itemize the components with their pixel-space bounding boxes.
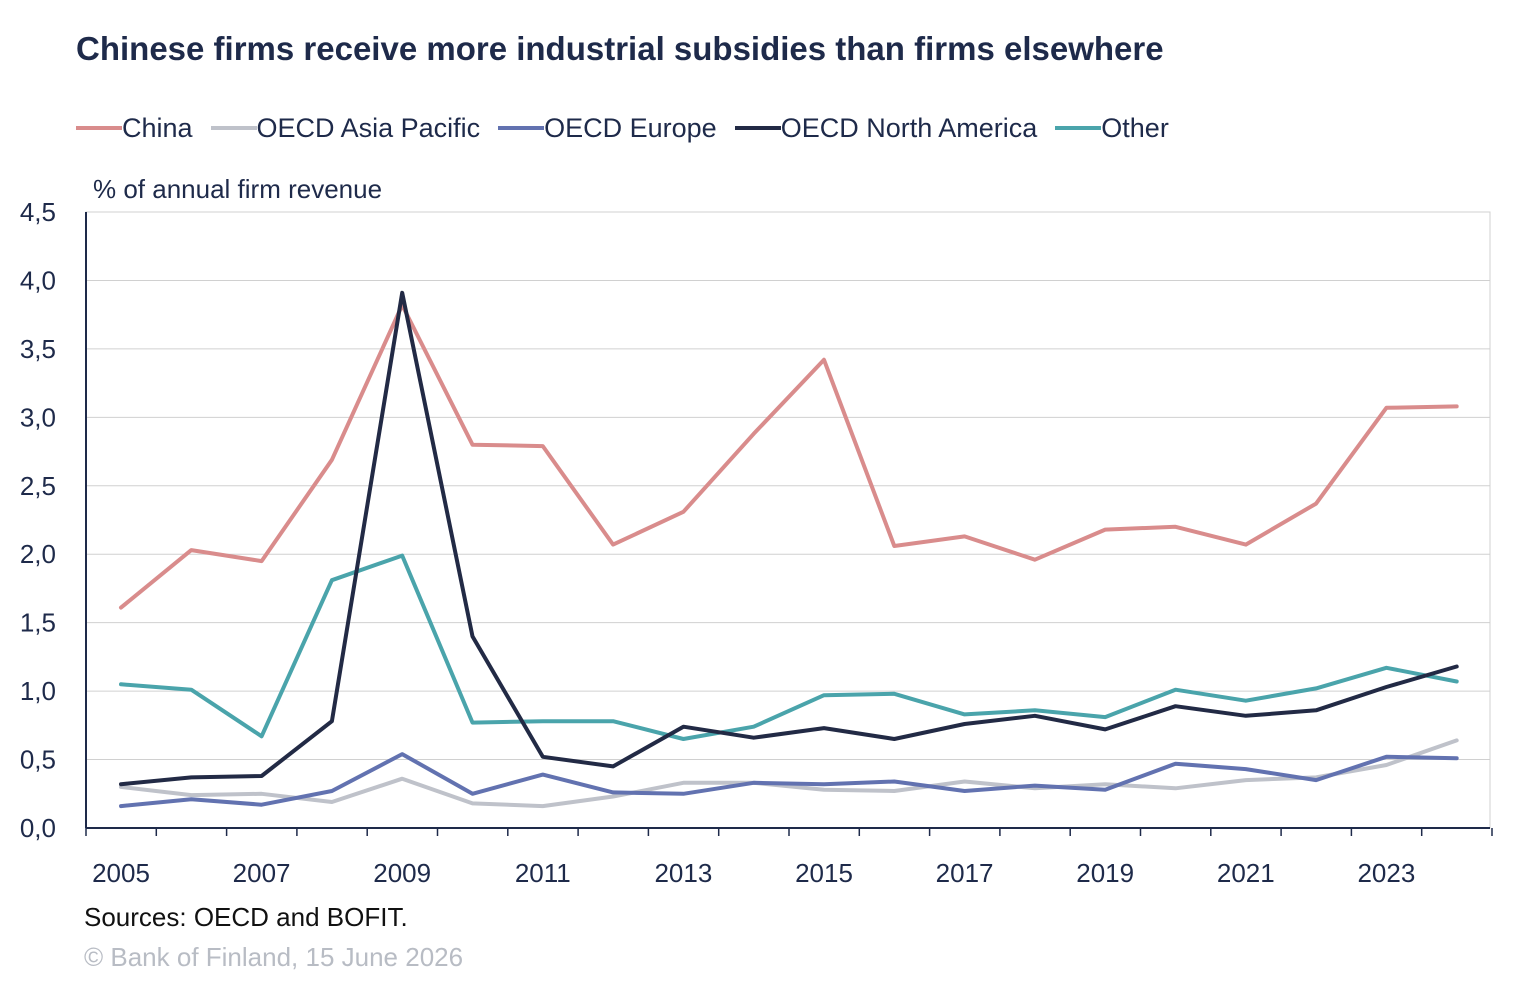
x-tick-label: 2009	[373, 858, 431, 888]
y-axis-unit-label: % of annual firm revenue	[93, 174, 383, 204]
legend-label-oecd-europe: OECD Europe	[544, 112, 717, 143]
x-tick-label: 2005	[92, 858, 150, 888]
x-tick-label: 2019	[1076, 858, 1134, 888]
y-tick-label: 2,5	[20, 471, 56, 501]
legend-swatch-other	[1055, 126, 1102, 130]
legend-label-china: China	[122, 112, 193, 143]
legend-swatch-china	[76, 126, 122, 130]
series-line-other	[119, 553, 1459, 741]
y-tick-label: 4,0	[20, 265, 56, 295]
y-tick-label: 3,5	[20, 334, 56, 364]
series-line-china	[119, 303, 1459, 610]
legend-swatch-oecd-north-america	[734, 126, 781, 130]
series-line-oecd-asia-pacific	[119, 738, 1459, 809]
chart-title: Chinese firms receive more industrial su…	[76, 30, 1164, 67]
legend-item-oecd-europe: OECD Europe	[498, 113, 717, 144]
x-tick-label: 2007	[233, 858, 291, 888]
legend-swatch-oecd-asia-pacific	[210, 126, 257, 130]
y-tick-label: 0,0	[20, 813, 56, 843]
legend-label-oecd-asia-pacific: OECD Asia Pacific	[256, 112, 481, 143]
legend-item-oecd-asia-pacific: OECD Asia Pacific	[210, 112, 481, 144]
x-tick-label: 2017	[936, 858, 994, 888]
x-tick-label: 2011	[515, 858, 571, 888]
legend-item-other: Other	[1055, 113, 1169, 144]
plot-area-border	[85, 211, 1491, 829]
y-tick-label: 4,5	[20, 197, 56, 227]
legend-item-oecd-north-america: OECD North America	[734, 112, 1038, 144]
y-tick-label: 0,5	[20, 745, 56, 775]
x-tick-label: 2021	[1217, 858, 1275, 888]
source-note: Sources: OECD and BOFIT.	[84, 902, 408, 932]
legend-label-other: Other	[1101, 112, 1169, 143]
legend-item-china: China	[76, 113, 193, 144]
y-tick-label: 1,0	[20, 676, 56, 706]
y-tick-label: 2,0	[20, 539, 56, 569]
copyright-note: © Bank of Finland, 15 June 2026	[84, 942, 464, 972]
y-tick-label: 1,5	[20, 608, 56, 638]
x-tick-label: 2023	[1357, 858, 1415, 888]
x-tick-label: 2015	[795, 858, 853, 888]
x-tick-label: 2013	[654, 858, 712, 888]
series-line-oecd-europe	[119, 752, 1459, 809]
y-tick-label: 3,0	[20, 402, 56, 432]
series-line-oecd-north-america	[119, 290, 1459, 787]
legend: China OECD Asia Pacific OECD Europe OECD…	[76, 108, 1187, 148]
legend-label-oecd-north-america: OECD North America	[780, 112, 1038, 143]
legend-swatch-oecd-europe	[498, 126, 545, 130]
